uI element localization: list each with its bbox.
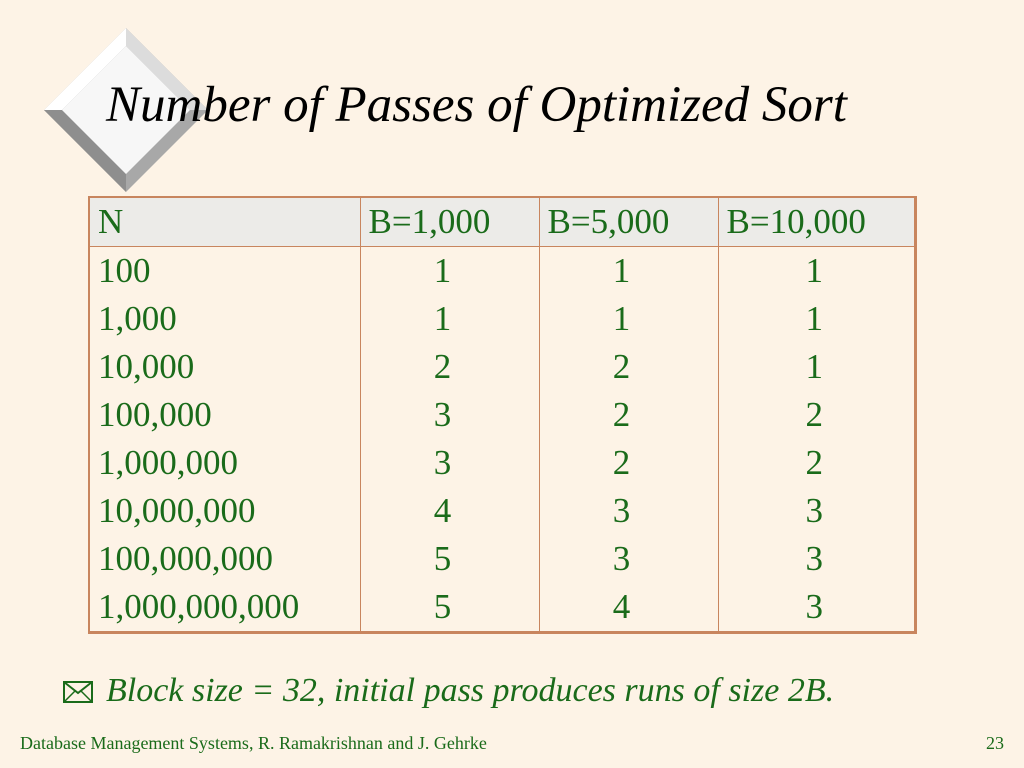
cell-b5000: 3: [538, 534, 718, 583]
header-b5000: B=5,000: [538, 198, 718, 247]
passes-table: N B=1,000 B=5,000 B=10,000 100 1 1 1 1,0…: [88, 196, 917, 634]
cell-b1000: 5: [359, 534, 539, 583]
decorative-diamond-icon: [42, 26, 210, 194]
cell-n: 1,000: [98, 299, 177, 339]
cell-b10000: 1: [717, 342, 914, 391]
cell-b1000: 2: [359, 342, 539, 391]
cell-b10000: 1: [717, 246, 914, 295]
cell-n: 100,000: [98, 395, 212, 435]
table-row: 100,000,000 5 3 3: [90, 534, 914, 583]
cell-b10000: 3: [717, 582, 914, 631]
cell-b10000: 1: [717, 294, 914, 343]
header-b1000: B=1,000: [359, 198, 539, 247]
cell-n: 10,000,000: [98, 491, 256, 531]
table-row: 10,000 2 2 1: [90, 342, 914, 391]
header-n: N: [90, 198, 360, 247]
slide-title: Number of Passes of Optimized Sort: [106, 77, 847, 133]
cell-b1000: 5: [359, 582, 539, 631]
cell-b10000: 3: [717, 534, 914, 583]
page-number: 23: [986, 733, 1004, 753]
cell-n: 10,000: [98, 347, 195, 387]
table-row: 100 1 1 1: [90, 246, 914, 295]
table-row: 100,000 3 2 2: [90, 390, 914, 439]
cell-b10000: 2: [717, 390, 914, 439]
table-row: 1,000,000 3 2 2: [90, 438, 914, 487]
cell-b1000: 3: [359, 438, 539, 487]
cell-n: 1,000,000: [98, 443, 238, 483]
cell-b5000: 1: [538, 246, 718, 295]
cell-n: 1,000,000,000: [98, 587, 300, 627]
cell-b5000: 2: [538, 438, 718, 487]
footer-citation: Database Management Systems, R. Ramakris…: [20, 733, 487, 753]
cell-b5000: 3: [538, 486, 718, 535]
cell-b5000: 2: [538, 342, 718, 391]
cell-b1000: 3: [359, 390, 539, 439]
cell-b5000: 2: [538, 390, 718, 439]
footnote: Block size = 32, initial pass produces r…: [62, 672, 834, 710]
cell-b10000: 2: [717, 438, 914, 487]
table-row: 10,000,000 4 3 3: [90, 486, 914, 535]
cell-b5000: 4: [538, 582, 718, 631]
header-b10000: B=10,000: [717, 198, 914, 247]
cell-b10000: 3: [717, 486, 914, 535]
cell-b1000: 1: [359, 246, 539, 295]
table-header-row: N B=1,000 B=5,000 B=10,000: [90, 198, 914, 247]
cell-n: 100,000,000: [98, 539, 273, 579]
cell-b1000: 4: [359, 486, 539, 535]
cell-b1000: 1: [359, 294, 539, 343]
envelope-icon: [62, 677, 96, 705]
cell-b5000: 1: [538, 294, 718, 343]
table-row: 1,000,000,000 5 4 3: [90, 582, 914, 631]
footnote-text: Block size = 32, initial pass produces r…: [106, 672, 835, 709]
cell-n: 100: [98, 251, 151, 291]
table-row: 1,000 1 1 1: [90, 294, 914, 343]
